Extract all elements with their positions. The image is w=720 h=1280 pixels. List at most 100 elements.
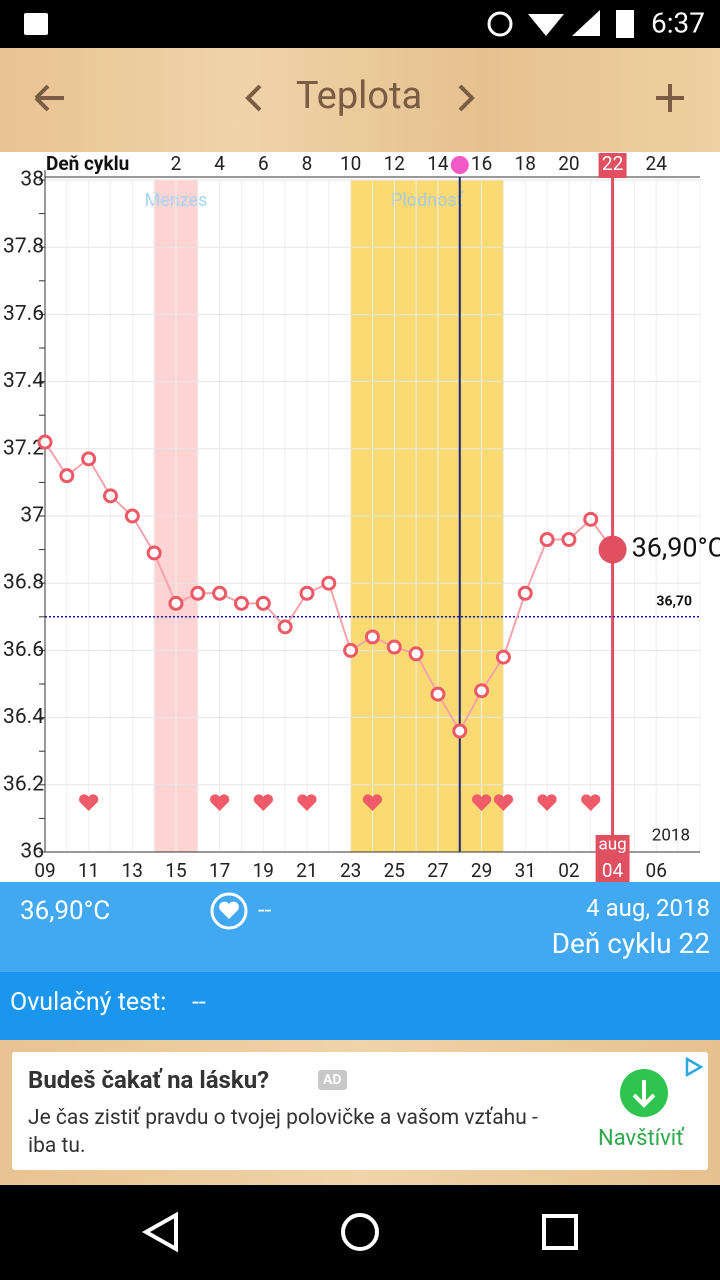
point	[233, 595, 249, 611]
alarm-icon	[487, 11, 513, 37]
point	[81, 451, 97, 467]
y-tick-label: 37.8	[3, 235, 44, 259]
x-tick-label: 13	[122, 859, 143, 882]
heart	[493, 794, 514, 811]
year-label: 2018	[652, 825, 690, 845]
ad-title: Budeš čakať na lásku?	[28, 1066, 270, 1094]
top-tick-label: 20	[558, 152, 579, 175]
header-bar: Teplota	[34, 74, 684, 118]
point	[495, 649, 511, 665]
heart-icon	[210, 892, 248, 930]
battery-icon	[616, 10, 634, 38]
ad-button[interactable]: Navštíviť	[598, 1126, 684, 1151]
y-tick-label: 36.4	[3, 705, 44, 729]
point	[474, 683, 490, 699]
x-tick-label: 06	[646, 859, 667, 882]
point	[408, 646, 424, 662]
value-label: 36,90°C	[632, 532, 720, 564]
selected-top-box	[598, 153, 627, 178]
back-button[interactable]	[34, 84, 64, 112]
point	[452, 723, 468, 739]
top-tick-label: 18	[515, 152, 536, 175]
point	[255, 595, 271, 611]
point	[430, 686, 446, 702]
header: Teplota	[0, 48, 720, 152]
top-tick-label: 8	[302, 152, 313, 175]
nav-home[interactable]	[341, 1213, 379, 1251]
ad-visit-icon[interactable]	[619, 1068, 669, 1118]
info-cycle-day: Deň cyklu 22	[551, 927, 710, 960]
selected-point	[598, 535, 627, 564]
y-tick-label: 36	[20, 840, 44, 864]
heart	[209, 794, 230, 811]
y-tick-label: 36.6	[3, 638, 44, 662]
x-tick-label: 04	[602, 859, 624, 882]
ad-card[interactable]: Budeš čakať na lásku? AD Je čas zistiť p…	[12, 1052, 708, 1170]
x-tick-label: 27	[427, 859, 448, 882]
x-tick-label: 31	[515, 859, 536, 882]
point	[124, 508, 140, 524]
notif-icon	[24, 13, 48, 35]
ad-badge: AD	[318, 1070, 347, 1090]
ovulation-label: Ovulačný test:	[10, 988, 167, 1017]
point	[299, 585, 315, 601]
top-tick-label: 16	[471, 152, 492, 175]
point	[343, 642, 359, 658]
heart	[79, 794, 99, 811]
coverline-label: 36,70	[656, 594, 692, 610]
ovulation-marker	[450, 156, 469, 174]
info-intercourse: --	[258, 896, 272, 924]
heart	[253, 794, 273, 811]
month-label: aug	[598, 834, 626, 854]
x-tick-label: 21	[296, 859, 317, 882]
phase-label: Plodnosť	[391, 190, 464, 211]
ovulation-panel: Ovulačný test: --	[0, 972, 720, 1040]
top-tick-label: 12	[384, 152, 405, 175]
x-tick-label: 15	[165, 859, 186, 882]
y-tick-label: 37.4	[3, 369, 44, 393]
y-tick-label: 37.6	[3, 302, 44, 326]
clock: 6:37	[651, 6, 705, 39]
heart	[471, 794, 492, 811]
prev-button[interactable]	[245, 84, 262, 112]
y-tick-label: 37.2	[3, 436, 44, 460]
info-temperature: 36,90°C	[20, 896, 111, 926]
top-axis-title: Deň cyklu	[46, 152, 129, 175]
adchoices-icon[interactable]	[682, 1056, 704, 1078]
info-date: 4 aug, 2018	[586, 894, 710, 922]
nav-back[interactable]	[141, 1211, 178, 1253]
point	[168, 595, 184, 611]
signal-icon	[572, 10, 600, 36]
status-bar: 6:37	[0, 0, 720, 48]
chart: Menzes Plodnosť3636.236.436.636.83737.237…	[3, 152, 720, 882]
header-title: Teplota	[296, 74, 422, 118]
ad-body: Je čas zistiť pravdu o tvojej polovičke …	[28, 1106, 538, 1158]
status-icons: 6:37	[24, 6, 705, 39]
y-tick-label: 36.8	[3, 571, 44, 595]
x-tick-label: 29	[471, 859, 492, 882]
top-tick-label: 22	[602, 152, 623, 175]
x-tick-label: 25	[384, 859, 405, 882]
point	[102, 488, 118, 504]
point	[517, 585, 533, 601]
heart	[581, 794, 601, 811]
nav-recent[interactable]	[542, 1214, 578, 1250]
point	[561, 532, 577, 548]
point	[583, 511, 599, 527]
point	[539, 532, 555, 548]
point	[37, 434, 53, 450]
x-tick-label: 17	[209, 859, 230, 882]
top-tick-label: 10	[340, 152, 361, 175]
next-button[interactable]	[458, 84, 475, 112]
point	[190, 585, 206, 601]
wifi-icon	[528, 14, 564, 36]
heart	[297, 794, 317, 811]
x-tick-label: 02	[558, 859, 579, 882]
point	[321, 575, 337, 591]
top-tick-label: 14	[427, 152, 449, 175]
point	[386, 639, 402, 655]
nav-icons	[141, 1211, 578, 1253]
x-tick-label: 19	[253, 859, 274, 882]
add-button[interactable]	[656, 84, 684, 112]
